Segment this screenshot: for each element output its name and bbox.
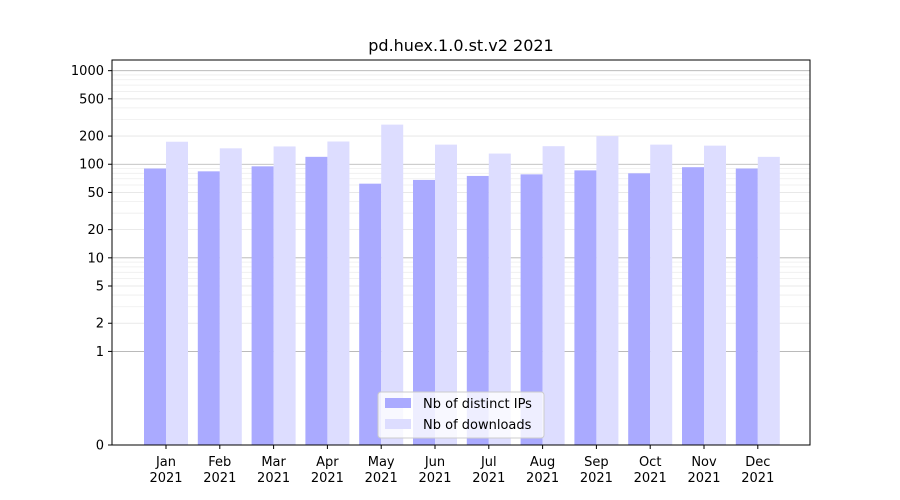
bar-distinct-ips [628,173,651,445]
y-tick-label: 100 [79,158,104,173]
bar-downloads [435,144,457,445]
bar-downloads [488,153,511,446]
bars [144,124,780,446]
legend-label-distinct-ips: Nb of distinct IPs [423,397,532,412]
legend: Nb of distinct IPs Nb of downloads [377,391,545,439]
x-tick-label-month: Jan [155,455,176,470]
bar-distinct-ips [735,168,758,445]
legend-label-downloads: Nb of downloads [423,418,532,433]
x-tick-label-year: 2021 [418,471,451,486]
x-tick-label-month: May [368,455,395,470]
bar-distinct-ips [197,171,220,445]
x-tick-label-year: 2021 [634,471,667,486]
bar-distinct-ips [251,166,274,445]
bar-distinct-ips [413,179,435,445]
y-tick-label: 500 [79,92,104,107]
chart-title: pd.huex.1.0.st.v2 2021 [368,36,553,55]
x-tick-label-month: Feb [208,455,231,470]
bar-downloads [219,148,242,446]
x-tick-label-month: Mar [261,455,286,470]
x-tick-label-month: Aug [530,455,555,470]
bar-downloads [542,146,565,445]
x-tick-label-year: 2021 [203,471,236,486]
bar-downloads [757,156,780,446]
y-axis: 0 1 2 5 10 20 50 100 200 500 1000 [71,64,112,454]
y-tick-label: 0 [96,439,104,454]
bar-downloads [327,141,350,445]
x-tick-label-year: 2021 [149,471,182,486]
y-tick-label: 1000 [71,64,104,79]
legend-swatch-downloads [385,419,411,429]
y-tick-label: 200 [79,130,104,145]
x-tick-label-month: Dec [745,455,770,470]
bar-distinct-ips [574,170,597,445]
x-tick-label-month: Jun [424,455,445,470]
x-tick-label-year: 2021 [257,471,290,486]
bar-distinct-ips [520,174,543,445]
bar-downloads [381,124,404,445]
x-tick-label-month: Jul [480,455,497,470]
bar-downloads [166,141,188,445]
x-tick-label-month: Sep [584,455,609,470]
x-tick-label-month: Nov [691,455,717,470]
bar-distinct-ips [359,183,382,445]
x-tick-label-year: 2021 [365,471,398,486]
plot-frame [111,59,811,446]
bar-distinct-ips [305,156,328,446]
x-tick-label-year: 2021 [580,471,613,486]
bar-downloads [596,136,619,446]
bar-downloads [704,145,726,445]
legend-swatch-distinct-ips [385,398,411,408]
y-tick-label: 50 [87,186,104,201]
x-axis: Jan2021Feb2021Mar2021Apr2021May2021Jun20… [149,445,774,486]
bar-distinct-ips [682,167,704,446]
legend-box [377,391,545,439]
x-tick-label-year: 2021 [526,471,559,486]
x-tick-label-month: Apr [316,455,339,470]
y-tick-label: 10 [87,251,104,266]
bar-downloads [273,146,296,446]
x-tick-label-month: Oct [639,455,661,470]
x-tick-label-year: 2021 [472,471,505,486]
x-tick-label-year: 2021 [687,471,720,486]
x-tick-label-year: 2021 [741,471,774,486]
y-tick-label: 20 [87,223,104,238]
y-tick-label: 5 [96,280,104,295]
bar-downloads [650,144,673,445]
x-tick-label-year: 2021 [311,471,344,486]
y-tick-label: 1 [96,345,104,360]
bar-distinct-ips [144,168,166,445]
y-tick-label: 2 [96,317,104,332]
bar-distinct-ips [466,175,489,445]
